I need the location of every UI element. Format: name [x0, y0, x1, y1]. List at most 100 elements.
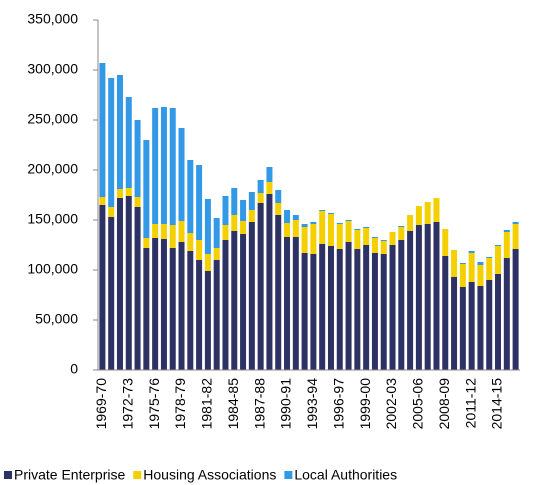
bar-segment — [178, 242, 185, 370]
bar-segment — [486, 257, 493, 258]
x-tick-label: 1975-76 — [146, 378, 162, 430]
bar-segment — [380, 254, 387, 370]
bar-segment — [336, 224, 343, 249]
bar-segment — [398, 227, 405, 240]
bar-segment — [125, 97, 132, 188]
bar-segment — [354, 229, 361, 230]
x-tick-label: 1990-91 — [278, 378, 294, 430]
bar-segment — [451, 250, 458, 277]
x-tick-label: 2002-03 — [383, 378, 399, 430]
bar-segment — [266, 167, 273, 182]
bar-segment — [257, 193, 264, 203]
bar-segment — [415, 206, 422, 225]
bar-segment — [503, 230, 510, 232]
bar-segment — [187, 233, 194, 251]
bar-segment — [143, 248, 150, 370]
bar-segment — [152, 224, 159, 238]
y-tick-label: 150,000 — [27, 211, 78, 227]
bar-segment — [134, 197, 141, 207]
bar-segment — [354, 230, 361, 249]
legend-label: Local Authorities — [294, 467, 397, 483]
bar-segment — [327, 213, 334, 214]
bar-segment — [240, 200, 247, 221]
bar-segment — [222, 196, 229, 225]
bar-segment — [336, 249, 343, 370]
bar-segment — [169, 108, 176, 225]
bar-segment — [407, 215, 414, 231]
bar-segment — [178, 221, 185, 242]
bar-segment — [152, 108, 159, 224]
bar-segment — [266, 182, 273, 194]
bar-segment — [319, 210, 326, 211]
bar-segment — [213, 218, 220, 248]
bar-segment — [363, 245, 370, 370]
bar-segment — [134, 207, 141, 370]
y-tick-label: 100,000 — [27, 261, 78, 277]
bar-segment — [433, 222, 440, 370]
bar-segment — [503, 258, 510, 370]
bar-segment — [275, 203, 282, 215]
bar-segment — [354, 249, 361, 370]
bar-segment — [477, 286, 484, 370]
bar-segment — [99, 205, 106, 370]
bar-segment — [248, 192, 255, 210]
bar-segment — [108, 217, 115, 370]
bar-segment — [301, 224, 308, 227]
bar-segment — [125, 196, 132, 370]
bar-segment — [380, 241, 387, 254]
bar-segment — [371, 237, 378, 238]
bar-segment — [99, 197, 106, 205]
bar-segment — [512, 249, 519, 370]
bar-segment — [248, 210, 255, 222]
bar-segment — [424, 202, 431, 224]
bar-segment — [327, 214, 334, 246]
bar-segment — [248, 222, 255, 370]
bar-segment — [389, 245, 396, 370]
bar-segment — [319, 211, 326, 244]
y-tick-label: 0 — [70, 361, 78, 377]
bar-segment — [345, 221, 352, 242]
legend-label: Private Enterprise — [14, 467, 125, 483]
bar-segment — [116, 75, 123, 189]
bar-segment — [503, 232, 510, 258]
bar-segment — [398, 240, 405, 370]
bar-segment — [451, 277, 458, 370]
bar-segment — [160, 224, 167, 239]
bar-segment — [284, 223, 291, 237]
bar-segment — [345, 242, 352, 370]
x-tick-label: 1999-00 — [357, 378, 373, 430]
x-tick-label: 1981-82 — [199, 378, 215, 430]
bar-segment — [371, 238, 378, 253]
bar-segment — [213, 260, 220, 370]
bar-segment — [292, 215, 299, 220]
y-tick-label: 50,000 — [35, 311, 78, 327]
legend-label: Housing Associations — [143, 467, 276, 483]
y-tick-label: 250,000 — [27, 111, 78, 127]
bar-segment — [231, 231, 238, 370]
bar-segment — [169, 225, 176, 248]
x-tick-label: 1969-70 — [93, 378, 109, 430]
bar-segment — [178, 128, 185, 221]
bar-segment — [398, 226, 405, 227]
bar-segment — [196, 165, 203, 240]
bar-segment — [495, 245, 502, 246]
bar-segment — [275, 215, 282, 370]
y-tick-label: 300,000 — [27, 61, 78, 77]
bar-segment — [477, 262, 484, 265]
bar-segment — [301, 253, 308, 370]
x-tick-label: 2014-15 — [489, 378, 505, 430]
bar-segment — [380, 240, 387, 241]
bar-segment — [240, 221, 247, 234]
x-tick-label: 1978-79 — [172, 378, 188, 430]
x-tick-label: 1972-73 — [119, 378, 135, 430]
bar-segment — [459, 287, 466, 370]
bar-segment — [284, 210, 291, 223]
x-tick-label: 2005-06 — [410, 378, 426, 430]
bar-segment — [407, 231, 414, 370]
bar-segment — [231, 215, 238, 231]
bar-segment — [389, 232, 396, 245]
legend-swatch — [133, 471, 142, 479]
x-tick-label: 1984-85 — [225, 378, 241, 430]
bar-segment — [512, 224, 519, 249]
